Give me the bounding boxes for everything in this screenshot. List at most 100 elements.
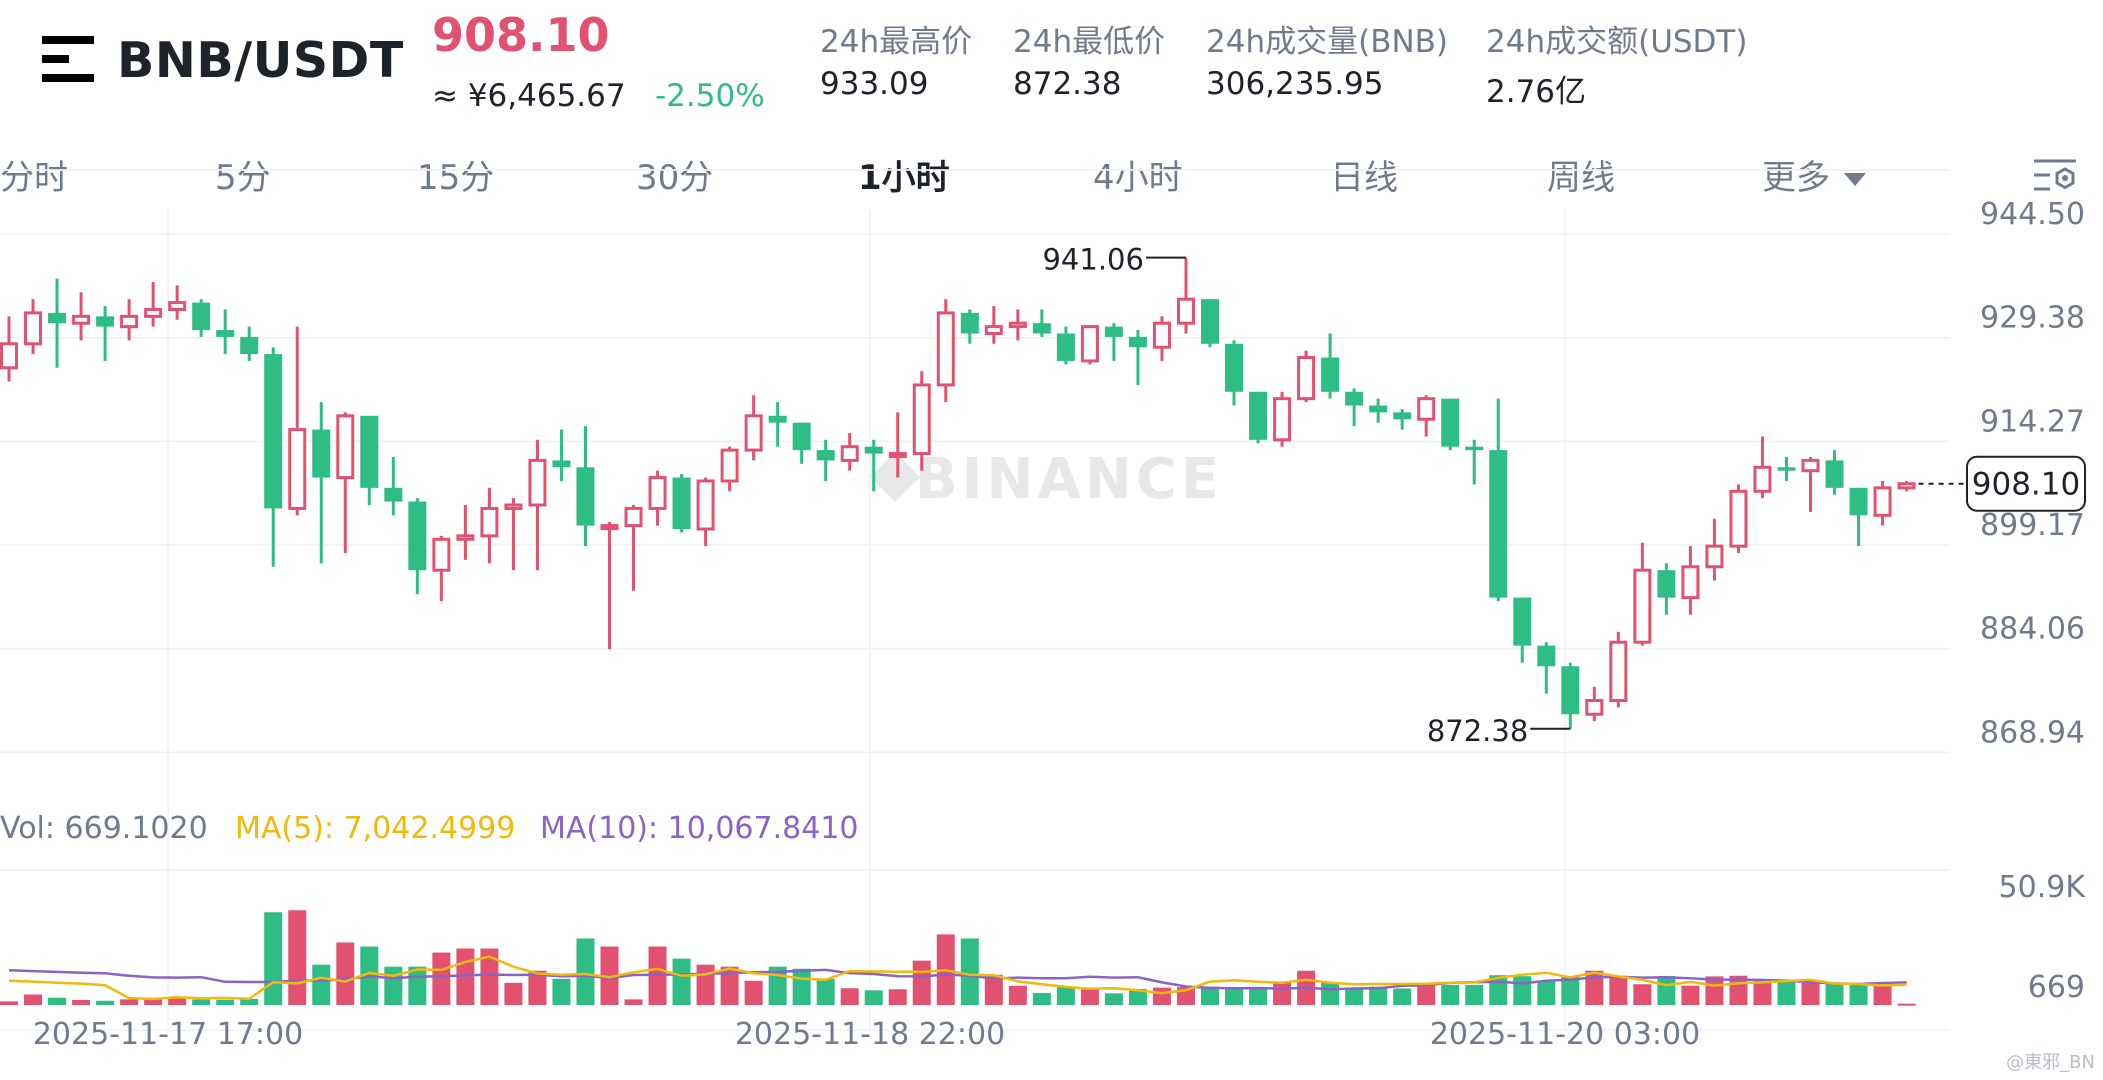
candle-body bbox=[984, 325, 1003, 335]
candle bbox=[984, 306, 1003, 344]
current-price-box bbox=[1966, 455, 2086, 512]
volume-bar bbox=[432, 952, 451, 1005]
more-dropdown[interactable]: 更多 bbox=[1762, 150, 1866, 199]
candle bbox=[1176, 257, 1195, 334]
tab-time-sharing[interactable]: 分时 bbox=[0, 158, 68, 198]
candle bbox=[1729, 484, 1748, 554]
candle-body bbox=[696, 479, 715, 531]
candle bbox=[960, 309, 979, 344]
volume-bar bbox=[1417, 984, 1436, 1005]
low-marker-label: 872.38 bbox=[1427, 714, 1528, 748]
candle bbox=[648, 470, 667, 526]
volume-bar bbox=[1681, 985, 1700, 1005]
candle-body bbox=[192, 302, 211, 331]
candle-body bbox=[1489, 450, 1508, 598]
candle-body bbox=[144, 307, 163, 318]
volume-axis-label: 669 bbox=[2028, 970, 2085, 1005]
candle bbox=[864, 439, 883, 492]
candle-body bbox=[1873, 486, 1892, 517]
candle bbox=[624, 505, 643, 591]
candle bbox=[72, 292, 91, 341]
candle-body bbox=[1513, 597, 1532, 646]
candle bbox=[1345, 388, 1364, 427]
volume-bar bbox=[1201, 986, 1219, 1005]
tab-1h[interactable]: 1小时 bbox=[858, 158, 950, 198]
price-axis-label: 914.27 bbox=[1980, 404, 2085, 439]
candle bbox=[1321, 333, 1340, 399]
candle-body bbox=[216, 330, 235, 337]
volume-ma5-label: MA(5): 7,042.4999 bbox=[235, 811, 515, 846]
candle bbox=[1297, 350, 1316, 403]
tab-1d[interactable]: 日线 bbox=[1330, 158, 1398, 198]
more-label: 更多 bbox=[1762, 158, 1830, 198]
candle bbox=[360, 415, 379, 505]
volume-bar bbox=[480, 948, 499, 1005]
volume-bar bbox=[1561, 976, 1580, 1005]
candle bbox=[1393, 408, 1412, 430]
volume-bar bbox=[0, 1001, 18, 1005]
candle-body bbox=[360, 415, 379, 488]
change-percent: -2.50% bbox=[655, 78, 765, 114]
volume-bar bbox=[696, 964, 715, 1005]
candle-body bbox=[264, 354, 283, 509]
candle bbox=[1873, 480, 1892, 526]
volume-bar bbox=[528, 970, 547, 1005]
candle bbox=[1104, 323, 1123, 361]
candle bbox=[912, 371, 931, 471]
candle bbox=[840, 432, 859, 471]
candle-body bbox=[1849, 487, 1868, 516]
candle-body bbox=[24, 311, 43, 346]
chart-settings-icon[interactable] bbox=[2032, 155, 2078, 195]
tab-30m[interactable]: 30分 bbox=[636, 158, 714, 198]
tab-15m[interactable]: 15分 bbox=[417, 158, 495, 198]
pair-title[interactable]: BNB/USDT bbox=[117, 32, 404, 89]
volume-bar bbox=[312, 964, 331, 1005]
candle bbox=[144, 282, 163, 327]
candle-body bbox=[624, 506, 643, 528]
candle-body bbox=[1585, 699, 1604, 716]
candle-body bbox=[336, 414, 355, 480]
triangle-down-icon bbox=[1844, 173, 1866, 186]
volume-bar bbox=[1249, 986, 1268, 1005]
candle-body bbox=[480, 506, 499, 538]
candle-body bbox=[1321, 357, 1340, 392]
volume-bar bbox=[240, 998, 259, 1005]
volume-bar bbox=[408, 966, 427, 1005]
candle bbox=[936, 299, 955, 403]
current-price-label: 908.10 bbox=[1972, 467, 2080, 503]
candle bbox=[1801, 456, 1820, 512]
menu-icon[interactable] bbox=[42, 36, 94, 82]
watermark-text: BINANCE bbox=[915, 447, 1223, 512]
candle-body bbox=[960, 312, 979, 334]
stat-24h-turnover-value: 2.76亿 bbox=[1486, 74, 1587, 110]
volume-bar bbox=[960, 938, 979, 1005]
candle bbox=[1705, 518, 1724, 581]
tab-4h[interactable]: 4小时 bbox=[1093, 158, 1183, 198]
volume-bar bbox=[1537, 980, 1556, 1005]
candle-body bbox=[504, 503, 523, 510]
candle-body bbox=[744, 414, 763, 452]
volume-bar bbox=[1393, 988, 1412, 1005]
candle-body bbox=[672, 477, 691, 530]
candle-body bbox=[1176, 297, 1195, 325]
candle bbox=[1417, 395, 1436, 437]
candle bbox=[1513, 597, 1532, 663]
candle bbox=[1537, 642, 1556, 694]
candle-body bbox=[576, 467, 595, 526]
candle-body bbox=[1777, 467, 1796, 471]
tab-5m[interactable]: 5分 bbox=[215, 158, 271, 198]
candle bbox=[1561, 662, 1580, 729]
tab-1w[interactable]: 周线 bbox=[1547, 158, 1615, 198]
candle-body bbox=[936, 311, 955, 387]
volume-bar bbox=[840, 988, 859, 1005]
volume-bar bbox=[1225, 987, 1244, 1005]
stat-24h-volume-value: 306,235.95 bbox=[1206, 66, 1384, 102]
candle-body bbox=[888, 452, 907, 459]
candle-body bbox=[1705, 544, 1724, 569]
candle-body bbox=[1465, 446, 1484, 451]
candle bbox=[792, 422, 811, 464]
candle-body bbox=[72, 314, 91, 325]
candle-body bbox=[456, 534, 475, 541]
volume-bar bbox=[912, 960, 931, 1005]
